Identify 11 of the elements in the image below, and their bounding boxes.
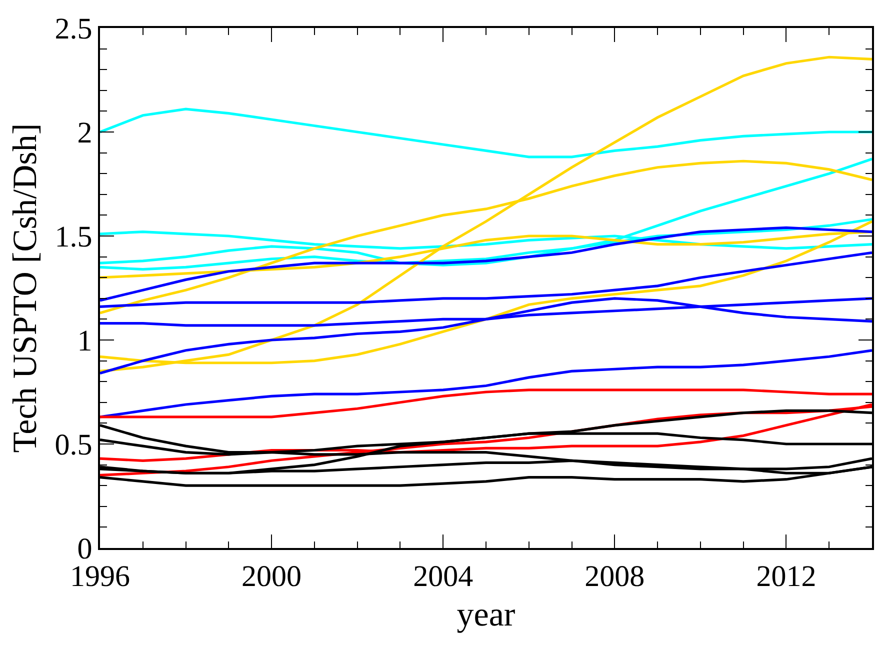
y-tick-label: 0.5	[54, 428, 92, 462]
x-tick-label: 2000	[242, 560, 302, 593]
x-tick-label: 2008	[584, 560, 645, 593]
y-tick-label: 1	[77, 324, 92, 358]
x-tick-label: 2004	[413, 560, 474, 593]
y-tick-label: 1.5	[54, 220, 92, 254]
y-axis-title: Tech USPTO [Csh/Dsh]	[6, 123, 44, 453]
y-tick-label: 2.5	[54, 12, 92, 46]
x-axis-title: year	[456, 596, 516, 634]
x-tick-label: 2012	[756, 560, 816, 593]
y-tick-label: 2	[77, 116, 92, 150]
